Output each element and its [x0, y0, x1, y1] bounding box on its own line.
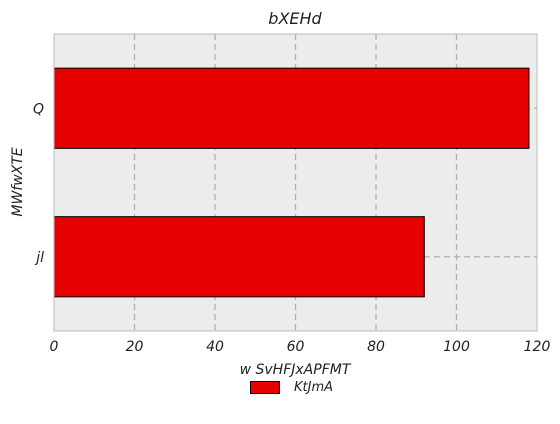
- x-tick-label: 20: [126, 339, 144, 355]
- x-tick-label: 40: [206, 339, 224, 355]
- legend-swatch: [250, 381, 280, 394]
- bar-jl: [53, 216, 425, 298]
- x-tick-label: 60: [287, 339, 305, 355]
- plot-frame: [53, 33, 538, 332]
- x-axis-label: w SvHFJxAPFMT: [240, 362, 352, 378]
- bar-Q: [53, 67, 530, 149]
- chart-title: bXEHd: [268, 9, 322, 28]
- x-tick-label: 120: [524, 339, 551, 355]
- legend-label: KtJmA: [294, 380, 334, 395]
- x-tick-label: 80: [367, 339, 385, 355]
- x-tick-label: 0: [50, 339, 59, 355]
- x-tick-label: 100: [443, 339, 470, 355]
- x-tick-labels: 0 20 40 60 80 100 120: [50, 339, 551, 355]
- y-axis-label: MWfwXTE: [10, 147, 26, 216]
- y-tick-label: Q: [33, 101, 44, 117]
- y-tick-labels: Qjl: [33, 101, 44, 266]
- legend: KtJmA: [250, 380, 333, 395]
- y-tick-label: jl: [34, 250, 44, 266]
